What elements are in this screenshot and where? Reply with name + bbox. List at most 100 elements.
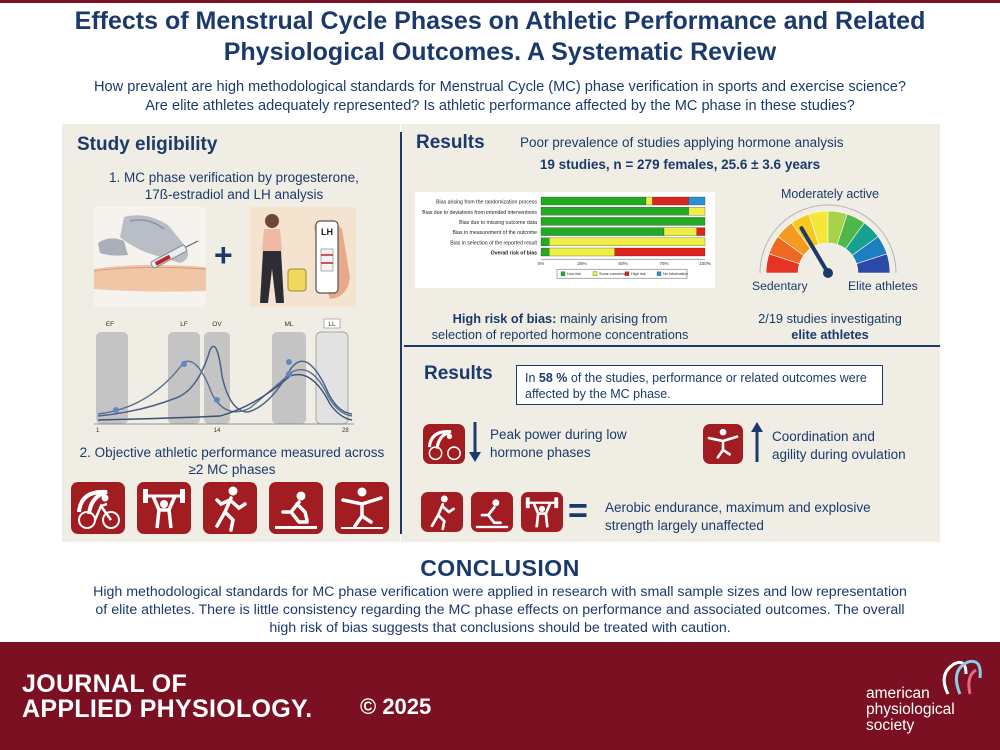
increase-arrow-icon <box>750 420 764 464</box>
bias-domain-label: Overall risk of bias <box>491 251 538 257</box>
criterion-performance: 2. Objective athletic performance measur… <box>72 444 392 478</box>
finding-2-line-2: agility during ovulation <box>772 447 906 462</box>
society-line-1: american <box>866 685 930 702</box>
phase-bar-ov <box>204 332 230 424</box>
panel-divider-horizontal <box>404 345 940 347</box>
cycling-icon <box>71 482 125 534</box>
phase-bar-ef <box>96 332 128 424</box>
bias-bar-segment <box>614 247 706 257</box>
bias-bar-segment <box>688 207 706 216</box>
phase-label-ov: OV <box>212 321 222 328</box>
outcome-percent: 58 % <box>538 371 568 385</box>
bias-summary-line-1: High risk of bias: mainly arising from <box>410 311 710 327</box>
bias-legend-swatch <box>624 271 630 276</box>
gauge-svg <box>759 204 897 278</box>
phase-label-ef: EF <box>106 321 114 328</box>
bias-bar-segment <box>663 227 697 236</box>
bias-summary-line-2: selection of reported hormone concentrat… <box>431 327 689 342</box>
aps-logo-icon <box>936 654 986 698</box>
top-rule <box>0 0 1000 3</box>
lh-curve <box>97 345 353 417</box>
finding-1-line-2: hormone phases <box>490 445 591 460</box>
criterion-hormone-verification: 1. MC phase verification by progesterone… <box>100 169 368 203</box>
criterion-1-line-1: 1. MC phase verification by progesterone… <box>109 170 359 185</box>
bias-bar-segment <box>540 217 706 226</box>
running-result-icon <box>421 492 463 532</box>
journal-line-2: APPLIED PHYSIOLOGY. <box>22 695 313 723</box>
sprint-start-icon <box>269 482 323 534</box>
criterion-2-line-1: 2. Objective athletic performance measur… <box>79 445 385 460</box>
sample-summary: 19 studies, n = 279 females, 25.6 ± 3.6 … <box>539 157 821 172</box>
hormone-curves: EF LF OV ML LL 1 14 28 <box>94 318 354 434</box>
plus-sign: + <box>214 237 233 273</box>
elite-line-1: 2/19 studies investigating <box>758 311 902 326</box>
measure-point-3 <box>214 397 220 403</box>
cycling-result-icon <box>423 424 465 464</box>
bias-summary: High risk of bias: mainly arising from s… <box>410 311 710 343</box>
bias-bar-segment <box>549 247 615 257</box>
bias-axis-tick: 0% <box>538 261 545 266</box>
bias-highlight: High risk of bias: <box>452 311 557 326</box>
panel-divider-vertical <box>400 132 402 534</box>
footer: JOURNAL OF APPLIED PHYSIOLOGY. © 2025 am… <box>0 642 1000 750</box>
risk-of-bias-chart: Bias arising from the randomization proc… <box>415 192 715 288</box>
phase-label-ll: LL <box>328 321 336 328</box>
estradiol-curve <box>97 360 353 417</box>
conclusion-heading: CONCLUSION <box>420 555 580 581</box>
bias-legend-swatch <box>592 271 598 276</box>
criterion-1-line-2: 17ß-estradiol and LH analysis <box>144 187 324 202</box>
society-line-2: physiological <box>866 701 955 718</box>
lh-test-illustration: LH <box>250 207 356 307</box>
question-line-2: Are elite athletes adequately represente… <box>145 98 855 114</box>
gauge-segment <box>856 253 891 274</box>
bias-legend-swatch <box>656 271 662 276</box>
sprint-start-result-icon <box>471 492 513 532</box>
risk-of-bias-svg: Bias arising from the randomization proc… <box>422 196 711 279</box>
results-heading-top: Results <box>416 132 485 153</box>
finding-3-line-2: strength largely unaffected <box>605 518 764 533</box>
measure-point-1 <box>113 407 119 413</box>
bias-domain-label: Bias in selection of the reported result <box>450 240 537 246</box>
outcome-post: of the studies, performance or related o… <box>567 371 867 385</box>
bias-domain-label: Bias in measurement of the outcome <box>453 230 538 236</box>
bias-domain-label: Bias arising from the randomization proc… <box>436 200 537 206</box>
decrease-arrow-icon <box>468 420 482 464</box>
cycle-day-14: 14 <box>214 428 221 434</box>
gauge-outline <box>759 204 897 274</box>
bias-rest: mainly arising from <box>556 311 668 326</box>
bias-axis-tick: 75% <box>659 261 668 266</box>
bias-legend-label: Some concerns <box>599 272 625 276</box>
gauge-top-label: Moderately active <box>781 187 879 201</box>
measure-point-4 <box>286 359 292 365</box>
finding-2-line-1: Coordination and <box>772 429 875 444</box>
conclusion-line-3: high risk of bias suggests that conclusi… <box>269 620 731 636</box>
cycle-day-1: 1 <box>96 428 100 434</box>
weightlifting-result-icon <box>521 492 563 532</box>
journal-line-1: JOURNAL OF <box>22 670 188 698</box>
bias-bar-segment <box>688 196 706 206</box>
prevalence-text: Poor prevalence of studies applying horm… <box>520 135 844 150</box>
outcome-pre: In <box>525 371 539 385</box>
phase-label-ml: ML <box>284 321 293 328</box>
weightlifting-icon <box>137 482 191 534</box>
conclusion-text: High methodological standards for MC pha… <box>55 583 945 637</box>
bias-bar-segment <box>540 207 689 216</box>
bias-domain-label: Bias due to deviations from intended int… <box>422 210 537 216</box>
measure-point-5 <box>286 371 292 377</box>
page-title: Effects of Menstrual Cycle Phases on Ath… <box>40 6 960 68</box>
unaffected-finding: Aerobic endurance, maximum and explosive… <box>605 499 871 535</box>
cycle-day-28: 28 <box>342 428 349 434</box>
gauge-left-label: Sedentary <box>752 279 808 293</box>
bias-bar-segment <box>645 196 653 206</box>
criterion-2-line-2: ≥2 MC phases <box>188 462 276 477</box>
coordination-finding: Coordination and agility during ovulatio… <box>772 428 906 464</box>
society-name: american physiological society <box>866 686 955 734</box>
results-heading-bottom: Results <box>424 363 493 384</box>
menstrual-cycle-hormone-chart: EF LF OV ML LL 1 14 28 <box>80 316 370 434</box>
research-questions: How prevalent are high methodological st… <box>30 78 970 116</box>
title-line-2: Physiological Outcomes. A Systematic Rev… <box>223 38 777 66</box>
bias-axis-tick: 100% <box>699 261 711 266</box>
bias-legend-label: Low risk <box>567 272 581 276</box>
elite-athletes-summary: 2/19 studies investigating elite athlete… <box>740 311 920 343</box>
blood-draw-icon <box>93 207 207 307</box>
